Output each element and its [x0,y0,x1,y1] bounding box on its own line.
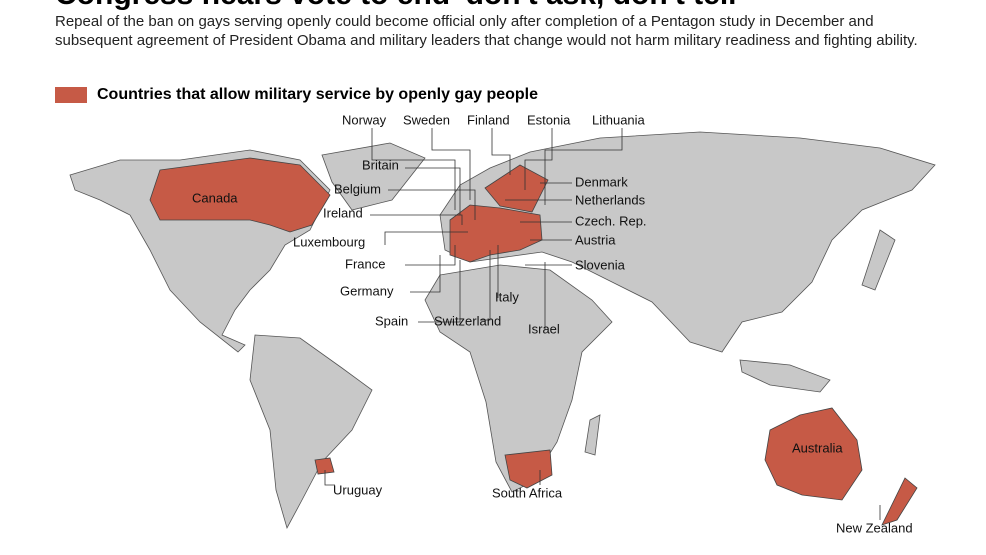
country-label: Finland [467,112,510,127]
country-label: Switzerland [434,313,501,328]
western-europe [449,204,543,263]
south-america [249,334,373,530]
country-label: New Zealand [836,520,913,535]
country-label: Netherlands [575,192,646,207]
new-zealand [881,477,918,526]
country-label: France [345,256,385,271]
country-label: Israel [528,321,560,336]
legend-swatch [55,87,87,103]
title: Congress nears vote to end 'don't ask, d… [55,0,744,12]
country-label: Austria [575,232,616,247]
country-label: Canada [192,190,238,205]
legend: Countries that allow military service by… [55,86,538,104]
country-label: Belgium [334,181,381,196]
uruguay [314,457,335,475]
leader-lines [324,128,881,520]
madagascar [584,414,601,456]
country-label: Uruguay [333,482,383,497]
australia [764,407,863,501]
country-label: Britain [362,157,399,172]
greenland [321,142,426,211]
country-label: Czech. Rep. [575,213,647,228]
indonesia [739,359,831,393]
canada [149,157,331,233]
country-label: Germany [340,283,394,298]
legend-label: Countries that allow military service by… [97,86,539,103]
country-label: Italy [495,289,519,304]
country-label: Norway [342,112,387,127]
country-labels: Norway Sweden Finland Estonia Lithuania … [192,112,913,535]
country-label: Estonia [527,112,571,127]
country-label: Lithuania [592,112,646,127]
highlighted-countries [149,157,918,526]
description: Repeal of the ban on gays serving openly… [55,13,918,49]
country-label: Australia [792,440,843,455]
country-label: Slovenia [575,257,626,272]
japan [861,229,896,291]
country-label: Spain [375,313,408,328]
country-label: Sweden [403,112,450,127]
eurasia [439,131,936,353]
country-label: Denmark [575,174,628,189]
country-label: Ireland [323,205,363,220]
country-label: South Africa [492,485,563,500]
country-label: Luxembourg [293,234,365,249]
